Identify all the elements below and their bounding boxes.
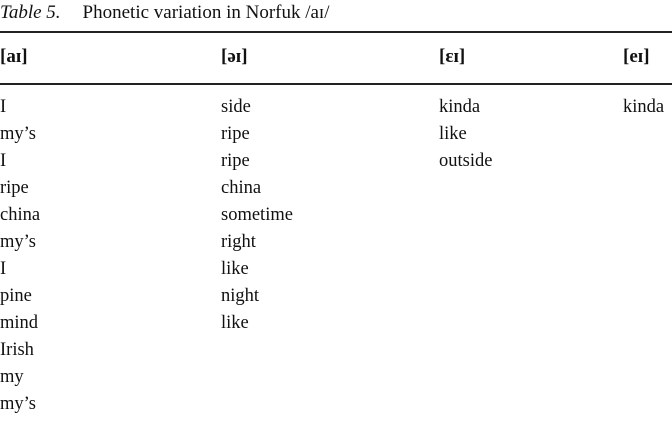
table-title: Phonetic variation in Norfuk /aɪ/	[82, 2, 330, 23]
table-cell: night	[221, 286, 260, 306]
table-cell: my’s	[0, 232, 36, 252]
table-cell: Irish	[0, 340, 34, 360]
table-cell: kinda	[623, 97, 665, 117]
table-cell: side	[221, 97, 251, 117]
table-cell: sometime	[221, 205, 293, 225]
table-cell: right	[221, 232, 256, 252]
table-column: kinda	[623, 94, 664, 121]
table-cell: outside	[439, 151, 493, 171]
table-cell: kinda	[439, 97, 481, 117]
table-label: Table 5.	[0, 2, 61, 23]
table-cell: ripe	[221, 124, 250, 144]
table-cell: like	[221, 313, 249, 333]
table-column: kinda like outside	[439, 94, 492, 175]
table-cell: china	[0, 205, 41, 225]
table-cell: pine	[0, 286, 32, 306]
table-cell: my’s	[0, 394, 36, 414]
table-cell: like	[439, 124, 467, 144]
table-cell: ripe	[0, 178, 29, 198]
table-cell: like	[221, 259, 249, 279]
table-column: side ripe ripe china sometime right like night l…	[221, 94, 293, 337]
top-rule	[0, 31, 672, 33]
column-header: [aɪ]	[0, 46, 28, 67]
header-rule	[0, 83, 672, 85]
table-cell: ripe	[221, 151, 250, 171]
table-cell: my	[0, 367, 24, 387]
table-cell: mind	[0, 313, 39, 333]
table-caption: Table 5. Phonetic variation in Norfuk /aɪ…	[0, 2, 330, 24]
table-cell: I	[0, 151, 7, 171]
table-cell: my’s	[0, 124, 36, 144]
table-cell: I	[0, 259, 7, 279]
column-header: [əɪ]	[221, 46, 248, 67]
table-cell: china	[221, 178, 262, 198]
table-cell: I	[0, 97, 7, 117]
column-header: [ɛɪ]	[439, 46, 466, 67]
column-header: [eɪ]	[623, 46, 650, 67]
